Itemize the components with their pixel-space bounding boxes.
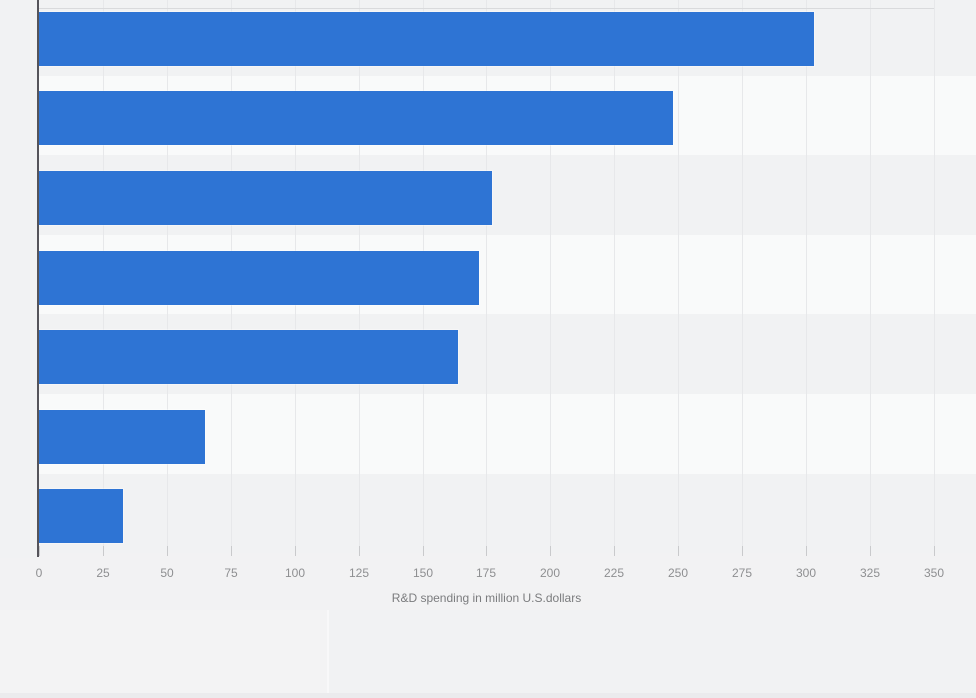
x-tick-mark xyxy=(359,546,360,556)
gridline xyxy=(550,0,551,555)
plot-top-border xyxy=(39,8,934,9)
x-tick-label: 300 xyxy=(795,566,817,580)
x-tick-label: 75 xyxy=(224,566,238,580)
plot-area xyxy=(39,0,976,555)
x-tick-mark xyxy=(678,546,679,556)
x-axis-title: R&D spending in million U.S.dollars xyxy=(391,591,582,605)
x-tick-mark xyxy=(231,546,232,556)
gridline xyxy=(742,0,743,555)
x-tick-mark xyxy=(550,546,551,556)
bar-6[interactable] xyxy=(39,409,205,464)
x-tick-label: 275 xyxy=(731,566,753,580)
x-tick-mark xyxy=(103,546,104,556)
gridline xyxy=(870,0,871,555)
left-margin xyxy=(0,0,37,558)
bar-5[interactable] xyxy=(39,330,458,385)
x-tick-mark xyxy=(870,546,871,556)
x-tick-label: 250 xyxy=(667,566,689,580)
window-bottom-edge xyxy=(0,693,976,698)
footer-background-seam xyxy=(327,610,329,698)
x-tick-label: 225 xyxy=(603,566,625,580)
bar-4[interactable] xyxy=(39,250,479,305)
footer-background-left xyxy=(0,610,328,698)
bar-1[interactable] xyxy=(39,11,814,66)
x-tick-label: 150 xyxy=(412,566,434,580)
x-tick-label: 350 xyxy=(923,566,945,580)
bar-3[interactable] xyxy=(39,170,492,225)
x-tick-mark xyxy=(39,546,40,556)
x-tick-label: 25 xyxy=(96,566,110,580)
footer-background-right xyxy=(328,610,976,698)
x-tick-mark xyxy=(486,546,487,556)
x-tick-label: 100 xyxy=(284,566,306,580)
gridline xyxy=(806,0,807,555)
x-tick-label: 50 xyxy=(160,566,174,580)
gridline xyxy=(678,0,679,555)
gridline xyxy=(486,0,487,555)
row-band xyxy=(39,473,976,554)
x-tick-mark xyxy=(614,546,615,556)
gridline xyxy=(614,0,615,555)
y-axis-line xyxy=(37,0,39,557)
bar-2[interactable] xyxy=(39,91,673,146)
x-tick-label: 200 xyxy=(539,566,561,580)
x-tick-label: 0 xyxy=(35,566,43,580)
bar-7[interactable] xyxy=(39,489,123,544)
x-tick-label: 125 xyxy=(348,566,370,580)
x-tick-mark xyxy=(742,546,743,556)
x-tick-label: 175 xyxy=(475,566,497,580)
x-tick-mark xyxy=(295,546,296,556)
x-tick-mark xyxy=(806,546,807,556)
x-tick-label: 325 xyxy=(859,566,881,580)
x-tick-mark xyxy=(167,546,168,556)
x-tick-mark xyxy=(934,546,935,556)
x-tick-mark xyxy=(423,546,424,556)
gridline xyxy=(934,0,935,555)
